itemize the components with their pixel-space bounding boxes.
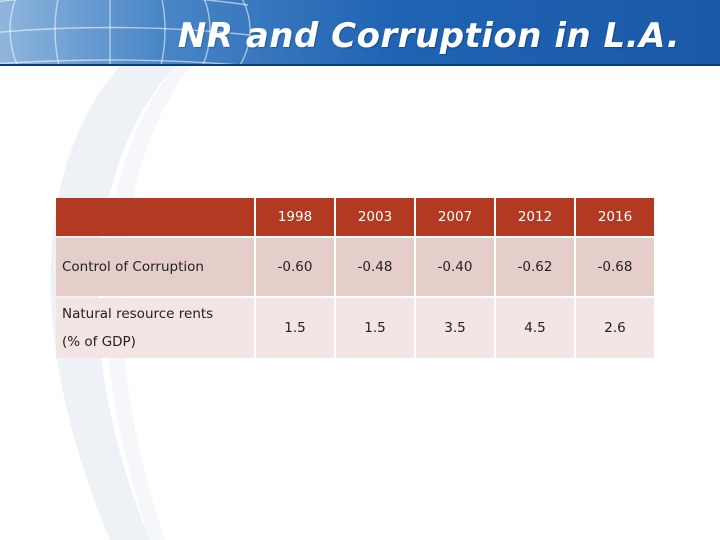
table-cell: -0.40 <box>416 238 494 296</box>
banner-divider <box>0 64 720 66</box>
column-header: 2012 <box>496 198 574 236</box>
row-label-line: Natural resource rents <box>62 306 214 322</box>
page-title: NR and Corruption in L.A. <box>177 16 680 56</box>
table-cell: 1.5 <box>256 298 334 358</box>
table-row: Natural resource rents (% of GDP) 1.5 1.… <box>56 298 654 358</box>
column-header: 2003 <box>336 198 414 236</box>
row-label: Control of Corruption <box>56 238 254 296</box>
table-cell: -0.48 <box>336 238 414 296</box>
header-corner-cell <box>56 198 254 236</box>
table-cell: 3.5 <box>416 298 494 358</box>
column-header: 1998 <box>256 198 334 236</box>
table-cell: 2.6 <box>576 298 654 358</box>
row-label-line: (% of GDP) <box>62 334 136 350</box>
column-header: 2016 <box>576 198 654 236</box>
table-cell: -0.62 <box>496 238 574 296</box>
table-cell: 4.5 <box>496 298 574 358</box>
table-cell: -0.68 <box>576 238 654 296</box>
title-banner: NR and Corruption in L.A. <box>0 0 720 66</box>
table-cell: 1.5 <box>336 298 414 358</box>
table-row: Control of Corruption -0.60 -0.48 -0.40 … <box>56 238 654 296</box>
table-header-row: 1998 2003 2007 2012 2016 <box>56 198 654 236</box>
row-label: Natural resource rents (% of GDP) <box>56 298 254 358</box>
table-cell: -0.60 <box>256 238 334 296</box>
data-table: 1998 2003 2007 2012 2016 Control of Corr… <box>54 196 656 360</box>
decorative-swoosh <box>50 66 190 540</box>
column-header: 2007 <box>416 198 494 236</box>
globe-icon <box>0 0 251 66</box>
